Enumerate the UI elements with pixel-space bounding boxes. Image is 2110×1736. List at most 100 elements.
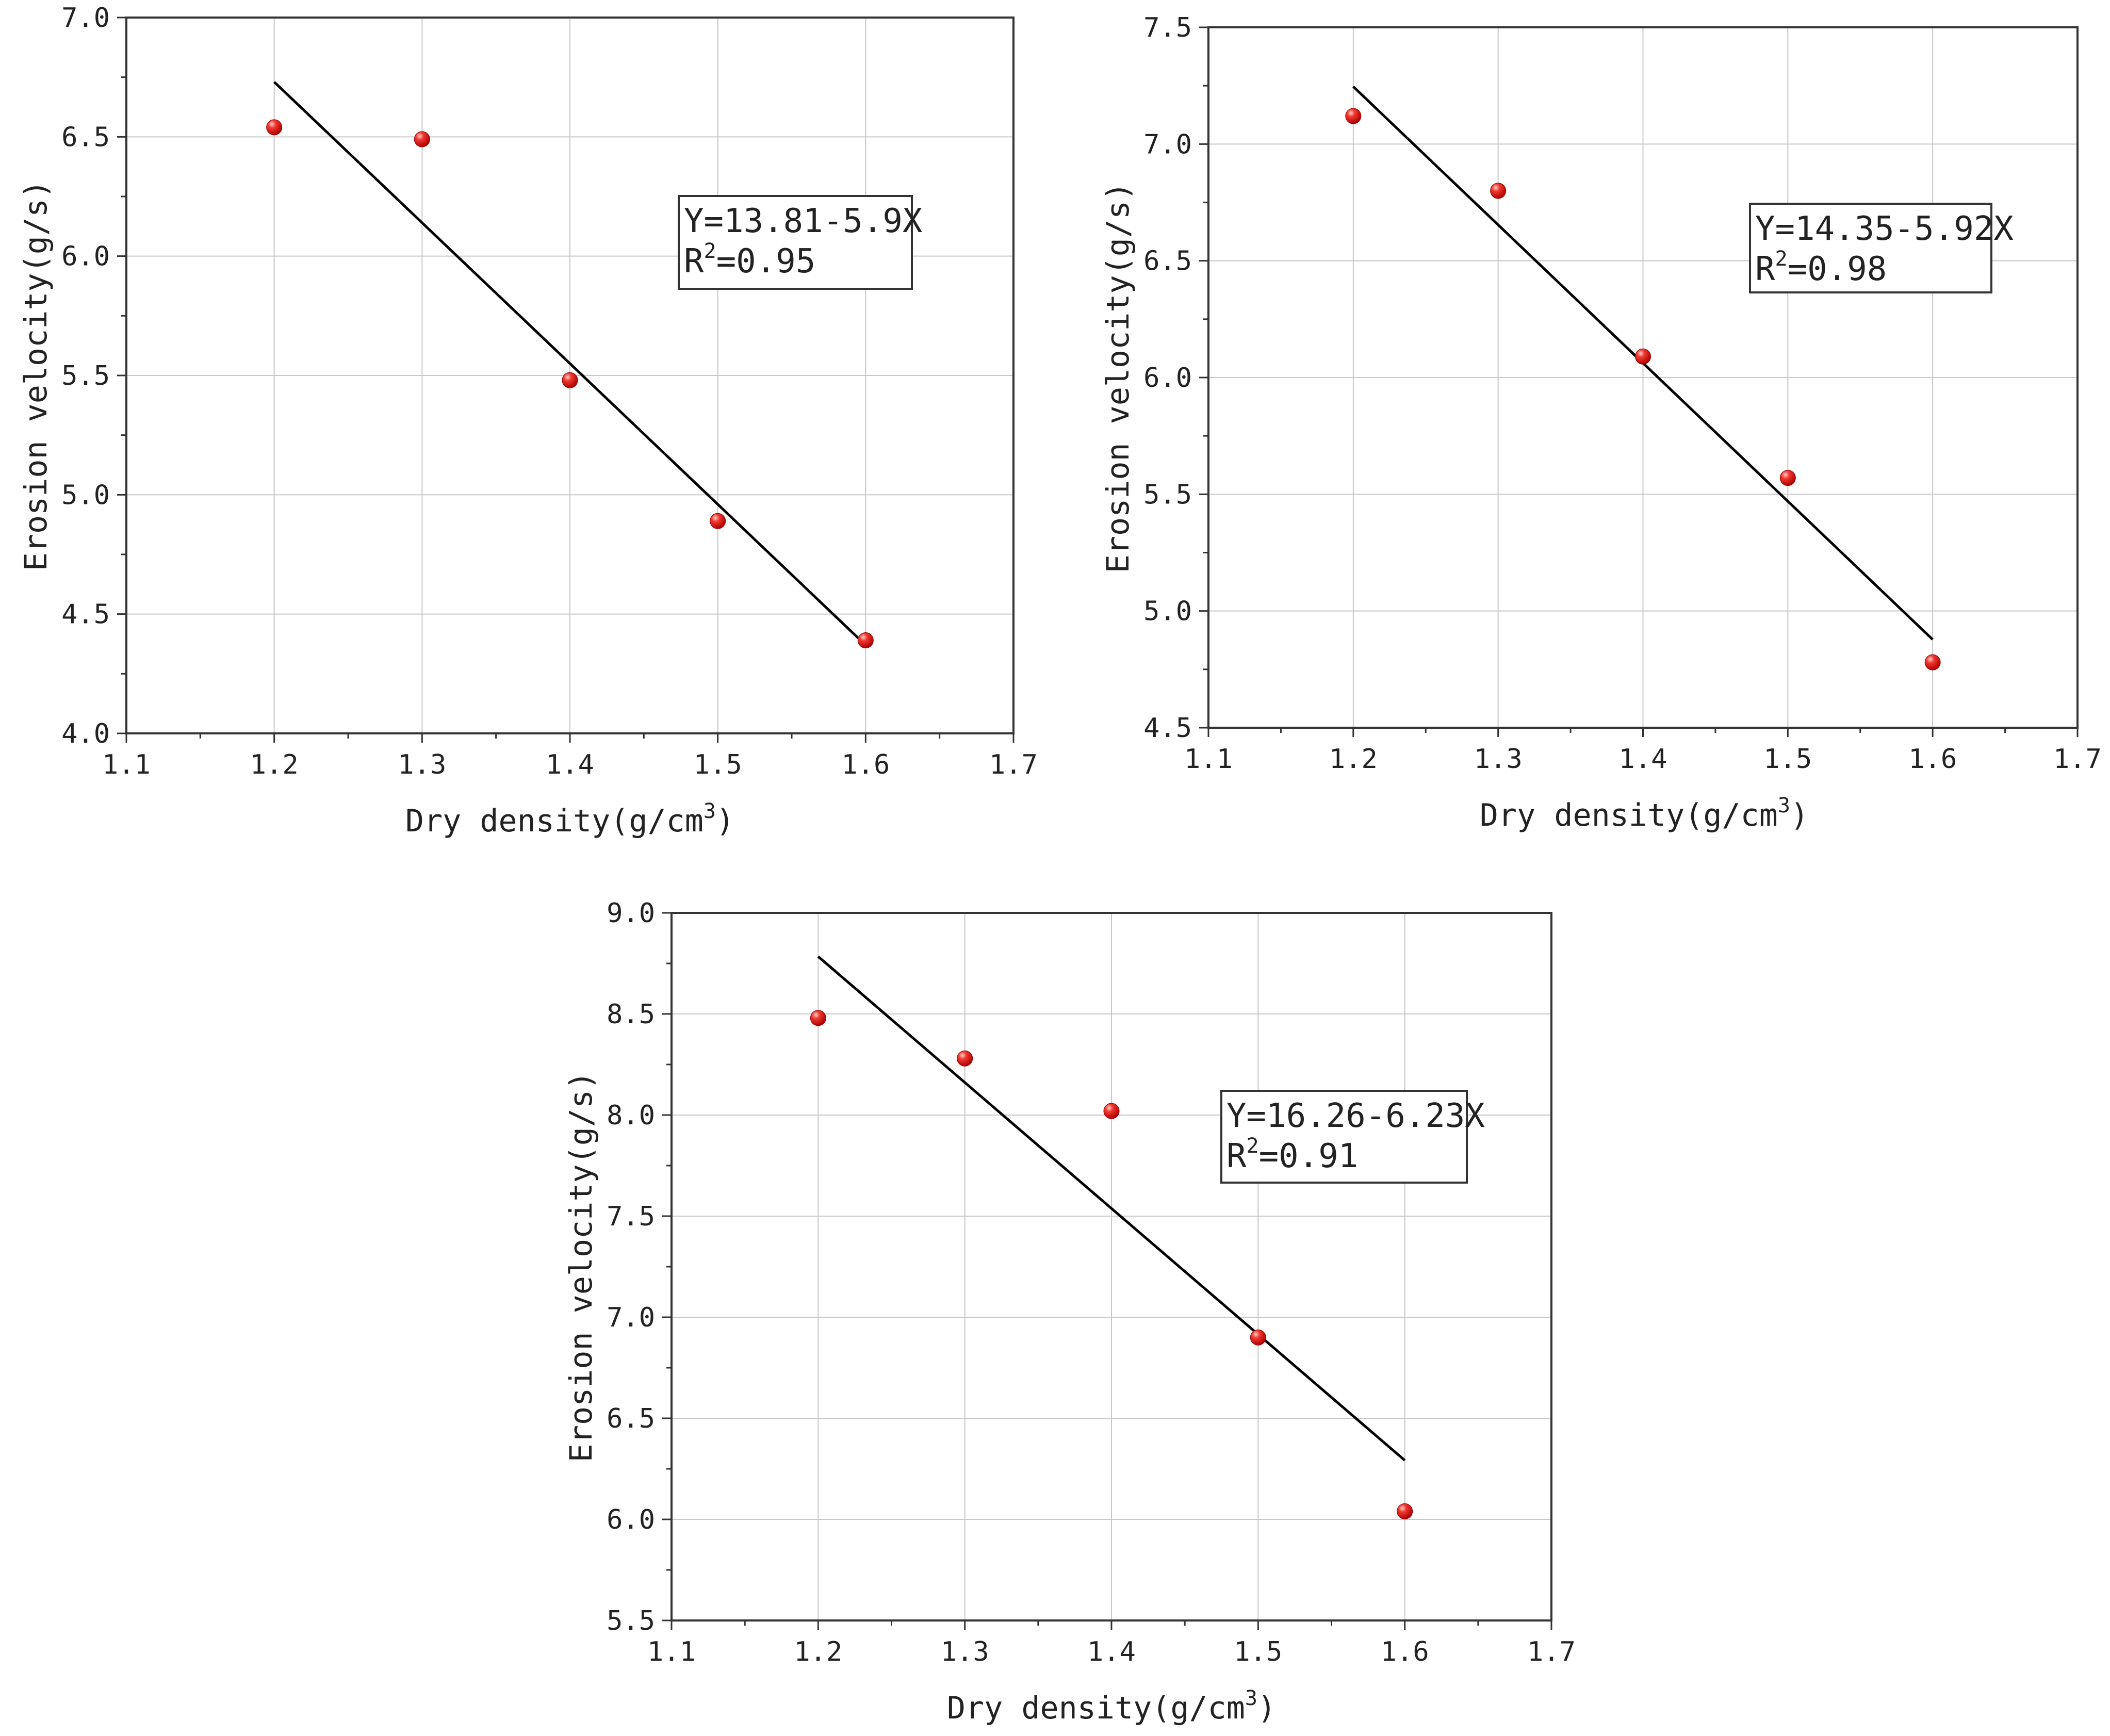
x-tick-label: 1.7 — [2053, 744, 2102, 775]
data-point — [957, 1050, 973, 1067]
r-squared: R2=0.95 — [684, 239, 815, 281]
chart-panel-3: 1.1 1.2 1.3 1.4 1.5 1.6 1.7 5.5 6.0 6.5 7.0 7.5 8.0 8… — [563, 898, 1576, 1726]
x-axis-title-superscript: 3 — [1245, 1686, 1257, 1710]
data-point — [414, 131, 430, 148]
equation-box — [678, 195, 913, 290]
data-point — [1103, 1103, 1120, 1119]
r-squared-prefix: R — [1226, 1137, 1247, 1175]
x-tick-label: 1.1 — [102, 749, 151, 780]
y-tick-label: 6.5 — [61, 122, 110, 153]
y-tick-label: 5.5 — [61, 361, 110, 391]
x-tick-label: 1.2 — [1329, 744, 1378, 775]
data-point — [1779, 470, 1796, 486]
r-squared-prefix: R — [1755, 250, 1775, 288]
y-tick-label: 5.5 — [607, 1606, 655, 1636]
x-tick-label: 1.4 — [1619, 744, 1667, 775]
r-squared: R2=0.91 — [1226, 1134, 1358, 1175]
y-tick-label: 7.0 — [61, 3, 110, 34]
r-squared-value: =0.91 — [1259, 1137, 1359, 1175]
x-axis-title: Dry density(g/cm3) — [405, 799, 734, 839]
x-tick-label: 1.5 — [694, 749, 742, 780]
data-point — [1397, 1503, 1413, 1519]
data-point — [1250, 1329, 1266, 1346]
x-tick-label: 1.3 — [1474, 744, 1523, 775]
y-axis-title: Erosion velocity(g/s) — [563, 1071, 599, 1463]
chart-panels: 1.1 1.2 1.3 1.4 1.5 1.6 1.7 4.0 4.5 5.0 5.5 6.0 6.5 7… — [18, 3, 2102, 1726]
y-tick-label: 4.5 — [61, 599, 110, 630]
fit-line — [273, 81, 867, 646]
x-tick-label: 1.2 — [794, 1636, 842, 1667]
data-point — [1345, 108, 1362, 124]
data-point — [1490, 183, 1507, 199]
y-tick-label: 5.0 — [61, 480, 110, 511]
fit-equation: Y=16.26-6.23X — [1226, 1097, 1485, 1135]
data-point — [810, 1010, 826, 1026]
x-tick-label: 1.6 — [1908, 744, 1957, 775]
data-point — [562, 372, 578, 388]
x-axis-title-tail: ) — [1790, 797, 1809, 833]
y-tick-label: 8.0 — [607, 1100, 655, 1131]
y-tick-label: 7.0 — [607, 1302, 655, 1333]
x-axis-title-superscript: 3 — [1778, 794, 1790, 817]
y-tick-label: 6.0 — [607, 1504, 655, 1535]
y-tick-label: 5.0 — [1143, 596, 1192, 627]
x-tick-label: 1.7 — [1527, 1636, 1576, 1667]
x-tick-label: 1.5 — [1234, 1636, 1282, 1667]
x-axis-title-tail: ) — [1257, 1690, 1276, 1726]
x-tick-label: 1.6 — [1381, 1636, 1429, 1667]
x-tick-label: 1.3 — [941, 1636, 989, 1667]
y-tick-label: 7.5 — [607, 1201, 655, 1232]
equation-box — [1749, 203, 1992, 293]
r-squared-prefix: R — [684, 242, 704, 281]
r-squared-superscript: 2 — [1775, 247, 1788, 271]
y-tick-label: 9.0 — [607, 898, 655, 929]
x-axis-title-text: Dry density(g/cm — [1480, 797, 1778, 833]
y-tick-label: 6.5 — [1143, 246, 1192, 277]
y-tick-label: 4.0 — [61, 718, 110, 749]
y-tick-label: 6.5 — [607, 1403, 655, 1434]
data-point — [857, 632, 874, 649]
x-axis-title-tail: ) — [716, 803, 734, 839]
equation-box — [1220, 1090, 1468, 1184]
data-point — [710, 513, 726, 529]
fit-equation: Y=14.35-5.92X — [1755, 210, 2014, 248]
r-squared-superscript: 2 — [1247, 1134, 1259, 1158]
x-tick-label: 1.3 — [398, 749, 446, 780]
r-squared: R2=0.98 — [1755, 247, 1887, 288]
x-tick-label: 1.4 — [1087, 1636, 1136, 1667]
plot-frame — [125, 17, 1015, 734]
x-tick-label: 1.7 — [989, 749, 1038, 780]
x-tick-label: 1.2 — [250, 749, 299, 780]
x-axis-title-superscript: 3 — [704, 799, 716, 823]
fit-line — [817, 955, 1406, 1462]
x-tick-label: 1.4 — [546, 749, 594, 780]
y-axis-title: Erosion velocity(g/s) — [1100, 182, 1136, 574]
x-axis-title: Dry density(g/cm3) — [947, 1686, 1276, 1726]
x-axis-title-text: Dry density(g/cm — [405, 803, 704, 839]
chart-panel-1: 1.1 1.2 1.3 1.4 1.5 1.6 1.7 4.0 4.5 5.0 5.5 6.0 6.5 7… — [18, 3, 1038, 839]
data-point — [1924, 654, 1941, 670]
y-tick-label: 7.0 — [1143, 129, 1192, 160]
y-tick-label: 6.0 — [61, 241, 110, 272]
r-squared-value: =0.95 — [716, 242, 816, 281]
y-tick-label: 5.5 — [1143, 479, 1192, 510]
fit-equation: Y=13.81-5.9X — [684, 202, 922, 240]
data-point — [266, 119, 283, 136]
x-tick-label: 1.1 — [647, 1636, 696, 1667]
x-tick-label: 1.1 — [1184, 744, 1233, 775]
x-axis-title-text: Dry density(g/cm — [947, 1690, 1245, 1726]
y-tick-label: 7.5 — [1143, 12, 1192, 43]
r-squared-superscript: 2 — [704, 239, 716, 263]
plot-frame — [670, 912, 1552, 1622]
plot-frame — [1207, 26, 2079, 729]
y-axis-title: Erosion velocity(g/s) — [18, 180, 54, 571]
chart-panel-2: 1.1 1.2 1.3 1.4 1.5 1.6 1.7 4.5 5.0 5.5 6.0 6.5 7.0 7… — [1100, 12, 2102, 833]
x-tick-label: 1.5 — [1763, 744, 1812, 775]
y-tick-label: 8.5 — [607, 999, 655, 1030]
y-tick-label: 4.5 — [1143, 713, 1192, 744]
data-point — [1635, 348, 1651, 365]
y-tick-label: 6.0 — [1143, 363, 1192, 394]
x-axis-title: Dry density(g/cm3) — [1480, 794, 1809, 833]
r-squared-value: =0.98 — [1788, 250, 1887, 288]
